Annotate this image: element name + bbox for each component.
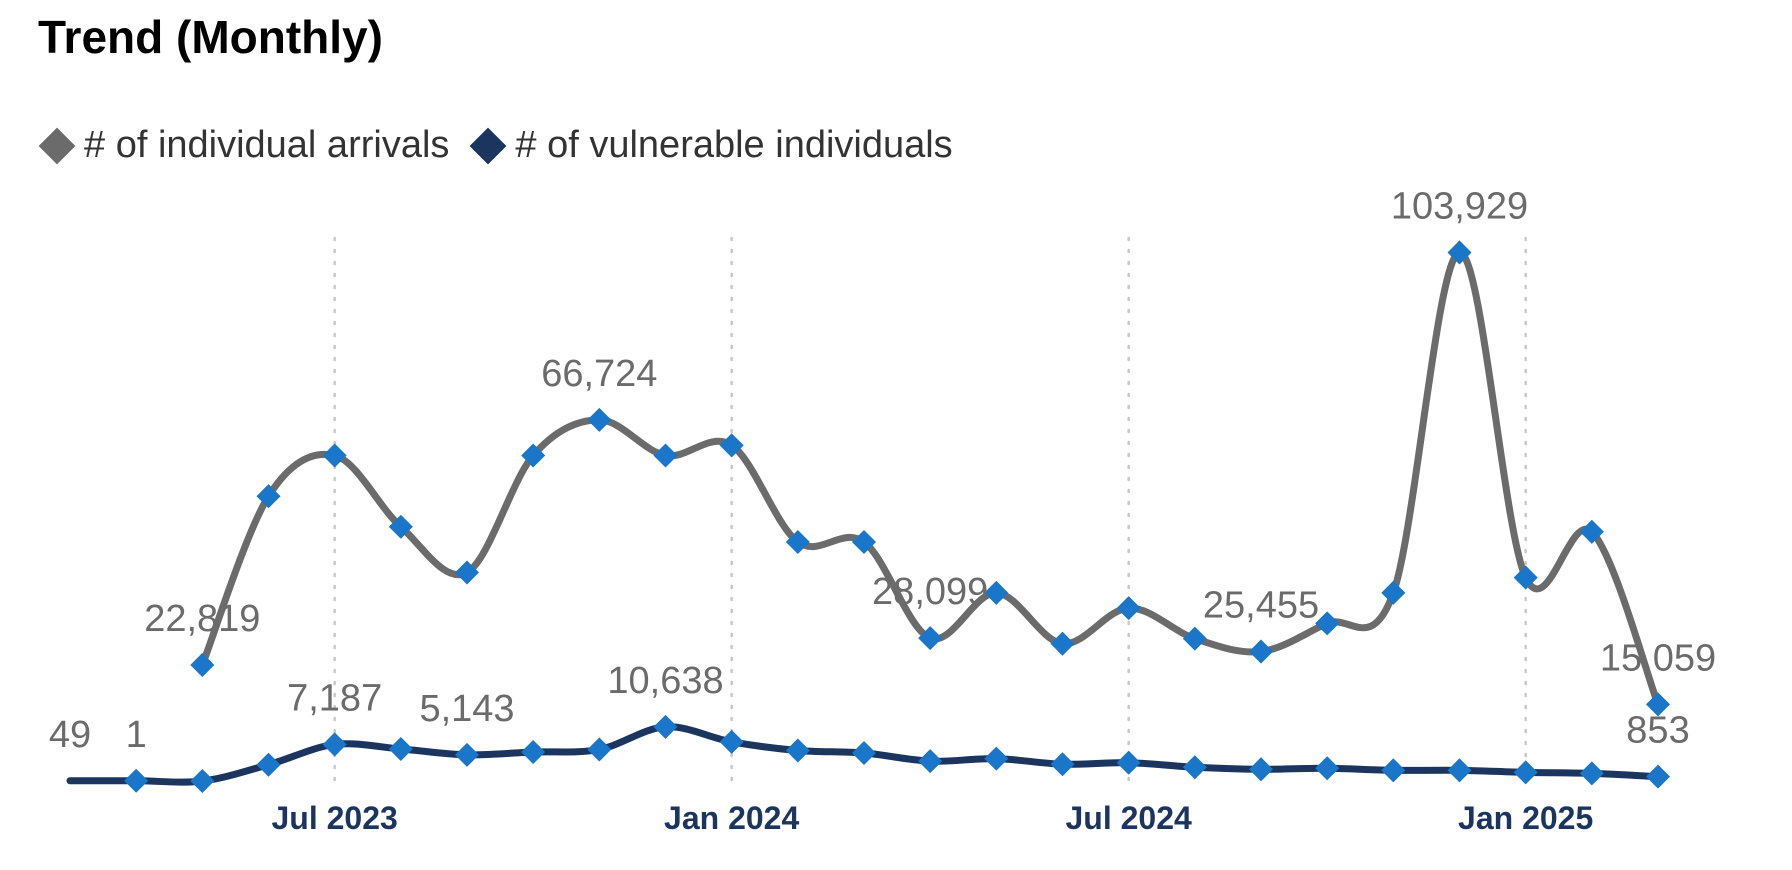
vulnerable-point[interactable] <box>785 738 810 763</box>
data-label: 7,187 <box>287 677 382 719</box>
legend-item-vulnerable[interactable]: # of vulnerable individuals <box>470 124 953 167</box>
arrivals-point[interactable] <box>1248 639 1274 664</box>
data-label: 15,059 <box>1600 637 1716 679</box>
arrivals-point[interactable] <box>1447 240 1472 265</box>
vulnerable-point[interactable] <box>1248 757 1274 782</box>
vulnerable-point[interactable] <box>388 736 413 761</box>
vulnerable-point[interactable] <box>1182 755 1207 780</box>
legend-label-vulnerable: # of vulnerable individuals <box>515 124 953 166</box>
vulnerable-point[interactable] <box>1447 758 1472 783</box>
arrivals-line <box>198 248 1662 708</box>
data-label: 22,819 <box>144 598 260 640</box>
arrivals-point[interactable] <box>1050 631 1075 656</box>
x-tick-label: Jan 2024 <box>664 800 799 836</box>
arrivals-point[interactable] <box>1579 519 1604 544</box>
vulnerable-point[interactable] <box>1579 761 1604 786</box>
data-label: 28,099 <box>872 571 988 613</box>
arrivals-point[interactable] <box>1513 565 1538 590</box>
arrivals-point[interactable] <box>1182 626 1207 651</box>
data-label: 5,143 <box>419 688 514 730</box>
x-tick-label: Jan 2025 <box>1458 800 1593 836</box>
vulnerable-point[interactable] <box>1645 764 1671 789</box>
arrivals-point[interactable] <box>190 652 215 677</box>
data-label: 25,455 <box>1203 585 1319 627</box>
arrivals-point[interactable] <box>1645 692 1671 717</box>
x-tick-label: Jul 2023 <box>272 800 398 836</box>
arrivals-point[interactable] <box>322 443 347 468</box>
data-label: 1 <box>126 714 147 756</box>
arrivals-point[interactable] <box>587 407 612 432</box>
data-label: 103,929 <box>1391 185 1528 227</box>
vulnerable-point[interactable] <box>521 739 546 765</box>
vulnerable-point[interactable] <box>124 768 149 793</box>
vulnerable-point[interactable] <box>1315 756 1340 781</box>
vulnerable-point[interactable] <box>587 737 612 762</box>
chart-title: Trend (Monthly) <box>38 11 383 63</box>
arrivals-point[interactable] <box>1315 611 1340 636</box>
vulnerable-point[interactable] <box>322 732 347 757</box>
x-tick-label: Jul 2024 <box>1066 800 1193 836</box>
vulnerable-point[interactable] <box>1116 750 1141 775</box>
vulnerable-point[interactable] <box>1381 758 1406 783</box>
vulnerable-point[interactable] <box>1513 760 1538 785</box>
vulnerable-point[interactable] <box>1050 752 1075 777</box>
arrivals-point[interactable] <box>256 484 281 509</box>
vulnerable-point[interactable] <box>984 746 1009 771</box>
vulnerable-point[interactable] <box>851 741 877 766</box>
vulnerable-point[interactable] <box>190 768 215 794</box>
vulnerable-point[interactable] <box>653 714 678 739</box>
data-label: 853 <box>1626 710 1689 752</box>
vulnerable-point[interactable] <box>918 749 943 774</box>
legend-item-arrivals[interactable]: # of individual arrivals <box>38 124 450 167</box>
arrivals-point[interactable] <box>1381 580 1406 605</box>
data-label: 10,638 <box>607 660 723 702</box>
chart-legend: # of individual arrivals # of vulnerable… <box>38 124 975 167</box>
legend-label-arrivals: # of individual arrivals <box>84 124 450 166</box>
vulnerable-point[interactable] <box>454 742 480 767</box>
data-label: 66,724 <box>541 353 657 395</box>
arrivals-point[interactable] <box>653 443 678 468</box>
arrivals-point[interactable] <box>1116 596 1141 621</box>
vulnerable-point[interactable] <box>256 752 281 777</box>
vulnerable-point[interactable] <box>719 729 744 754</box>
data-label: 49 <box>49 714 91 756</box>
